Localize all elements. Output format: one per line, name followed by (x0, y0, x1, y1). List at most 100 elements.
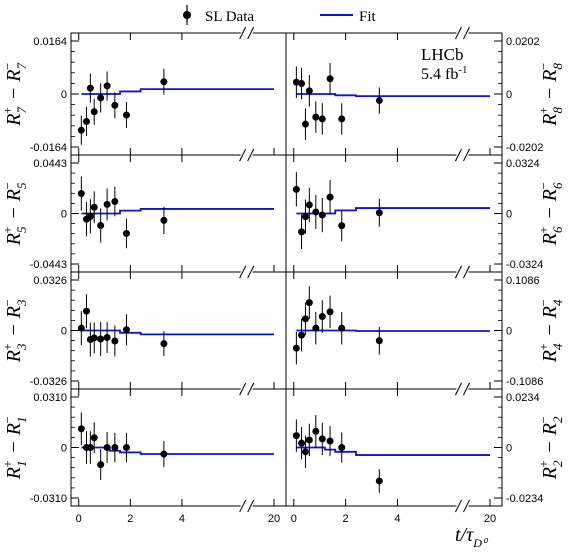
xtick-label-right-1: 2 (343, 513, 349, 525)
panel-3-fit-line (81, 329, 274, 336)
panel-4-break-a-0 (455, 265, 462, 279)
panel-4-point-0 (292, 344, 300, 352)
panel-7-ylabel-part-3: − R (3, 70, 25, 101)
panel-3-point-8 (160, 340, 168, 348)
panel-2-break-a-1 (455, 499, 462, 513)
panel-5-ylabel-part-3: − R (3, 189, 25, 220)
panel-8-ylabel-part-2: + (536, 106, 551, 115)
panel-7-point-7 (122, 111, 130, 119)
panel-4-ylabel-part-3: − R (539, 306, 561, 337)
panel-5-ylabel-part-1: 5 (14, 226, 29, 233)
panel-7-point-6 (111, 101, 119, 109)
panel-3-break-b-0 (247, 265, 255, 279)
panel-5-ylabel-part-2: + (0, 226, 15, 235)
panel-3-ylabel: R3+− R3− (0, 299, 29, 364)
panel-1-ylabel-part-3: − R (3, 423, 25, 454)
panel-6-ytick-label-1: 0 (506, 209, 512, 221)
panel-8-ylabel-part-3: − R (539, 70, 561, 101)
panel-8-fit-line (296, 93, 490, 97)
panel-7-point-3 (90, 108, 98, 116)
panel-3-ylabel-part-4: 3 (14, 299, 29, 307)
panel-6-break-a-0 (455, 148, 462, 162)
panel-2-fit-line (296, 446, 490, 456)
panel-8-point-6 (326, 75, 334, 83)
panel-5-point-2 (86, 212, 94, 220)
xtick-label-left-1: 2 (127, 513, 133, 525)
panel-5-ylabel-part-0: R (3, 233, 25, 246)
panel-2-ylabel-part-5: − (536, 416, 551, 425)
panel-6-point-6 (326, 193, 334, 201)
panel-7-ylabel-part-0: R (3, 114, 25, 127)
panel-2-point-8 (375, 477, 383, 485)
panel-8-point-2 (301, 120, 309, 128)
legend: SL Data Fit (183, 5, 377, 25)
panel-7-ytick-label-2: -0.0164 (30, 142, 67, 154)
panel-4-point-2 (301, 315, 309, 323)
legend-label-data: SL Data (205, 9, 254, 25)
panel-3-ylabel-part-2: + (0, 343, 15, 352)
panel-6-ylabel-part-3: − R (539, 189, 561, 220)
panel-6-ylabel-part-1: 6 (550, 226, 565, 233)
panel-3-point-5 (103, 333, 111, 341)
panel-1-break-b-0 (247, 382, 255, 396)
panel-6-point-8 (375, 209, 383, 217)
panel-1-ylabel-part-2: + (0, 460, 15, 469)
panel-6-point-1 (298, 228, 306, 236)
panel-2-break-b-0 (463, 382, 470, 396)
panel-5-point-7 (122, 229, 130, 237)
panel-2-ytick-label-2: -0.0234 (506, 493, 543, 505)
panel-7-ylabel-part-5: − (0, 62, 15, 71)
panel-4-ylabel: R4+− R4− (536, 299, 565, 364)
panel-5-point-0 (77, 190, 85, 198)
panel-4-ylabel-part-4: 4 (550, 299, 565, 306)
panel-2-ylabel-part-0: R (539, 467, 561, 480)
panel-2-ytick-label-1: 0 (506, 443, 512, 455)
panel-1-ylabel-part-1: 1 (14, 461, 29, 468)
xtick-label-right-2: 4 (394, 513, 400, 525)
panel-6-point-3 (305, 201, 313, 209)
panel-1-point-2 (86, 444, 94, 451)
panel-5-point-3 (90, 203, 98, 211)
panel-3-point-1 (82, 307, 90, 315)
panel-1-break-a-1 (239, 499, 247, 513)
panel-1-point-8 (160, 450, 168, 458)
panel-5-ytick-label-2: -0.0443 (30, 259, 67, 271)
panel-4-ylabel-part-0: R (539, 350, 561, 363)
panel-3-ylabel-part-5: − (0, 299, 15, 308)
panel-1-ylabel-part-4: 1 (14, 417, 29, 424)
legend-marker-data (183, 5, 191, 25)
panel-4-ylabel-part-5: − (536, 299, 551, 308)
panel-2-point-7 (338, 444, 346, 451)
panel-3-point-0 (77, 324, 85, 332)
panel-7-break-a-0 (239, 26, 247, 40)
panel-6-ylabel-part-5: − (536, 182, 551, 191)
panel-1-point-6 (111, 444, 119, 451)
panel-6-point-4 (312, 208, 320, 216)
panel-4-ytick-label-0: 0.1086 (506, 275, 540, 287)
panel-2-point-6 (326, 437, 334, 445)
panel-5-point-6 (111, 198, 119, 206)
panel-7-point-4 (97, 94, 105, 102)
xtick-label-right-3: 20 (484, 513, 496, 525)
panel-8-break-b-0 (463, 26, 470, 40)
x-axis-label: t/τD⁰ (455, 524, 489, 550)
panel-5-point-5 (103, 200, 111, 208)
panel-8-ylabel: R8+− R8− (536, 62, 565, 127)
x-axis-label-sub: D⁰ (472, 536, 489, 550)
panel-7-ytick-label-0: 0.0164 (33, 36, 67, 48)
panel-5-point-4 (97, 221, 105, 229)
panel-5-point-8 (160, 216, 168, 224)
panel-7-ylabel-part-1: 7 (14, 107, 29, 114)
panel-6-break-b-0 (463, 148, 470, 162)
xtick-label-left-0: 0 (76, 513, 82, 525)
panel-2-point-1 (298, 439, 306, 447)
xtick-label-right-0: 0 (291, 513, 297, 525)
panel-8-point-7 (338, 115, 346, 123)
panel-7-point-5 (103, 82, 111, 90)
panel-7-point-1 (82, 117, 90, 125)
panel-3-ytick-label-1: 0 (61, 326, 67, 338)
panel-5-ylabel-part-5: − (0, 182, 15, 191)
